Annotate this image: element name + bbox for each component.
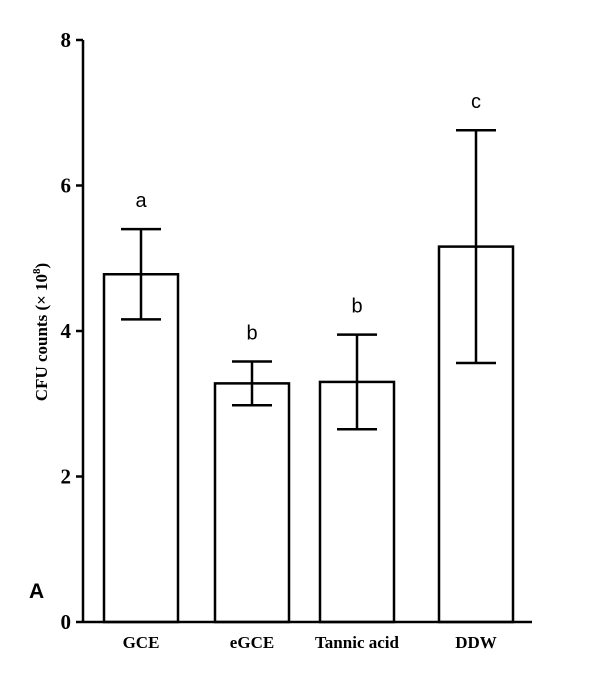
bar xyxy=(102,273,180,624)
y-tick-label: 6 xyxy=(61,174,72,198)
bars-layer xyxy=(102,245,515,624)
x-tick-label: DDW xyxy=(455,633,497,652)
bar xyxy=(213,382,291,624)
y-ticks-layer: 0 2 4 6 8 xyxy=(61,28,83,634)
x-tick-label: eGCE xyxy=(230,633,274,652)
x-tick-label: GCE xyxy=(123,633,160,652)
y-tick-label: 2 xyxy=(61,465,72,489)
panel-label: A xyxy=(29,580,44,603)
significance-letter: b xyxy=(351,296,362,318)
y-tick-label: 8 xyxy=(61,28,72,52)
x-tick-label: Tannic acid xyxy=(315,633,399,652)
x-tick-labels-layer: GCE eGCE Tannic acid DDW xyxy=(123,633,497,652)
y-tick-label: 0 xyxy=(61,610,72,634)
significance-letter: b xyxy=(246,323,257,345)
error-bars-layer xyxy=(121,128,496,431)
significance-letters-layer: a b b c xyxy=(135,91,481,344)
y-tick-label: 4 xyxy=(61,319,72,343)
significance-letter: a xyxy=(135,190,147,212)
y-axis-title: CFU counts (× 108) xyxy=(31,263,51,401)
significance-letter: c xyxy=(471,91,481,113)
